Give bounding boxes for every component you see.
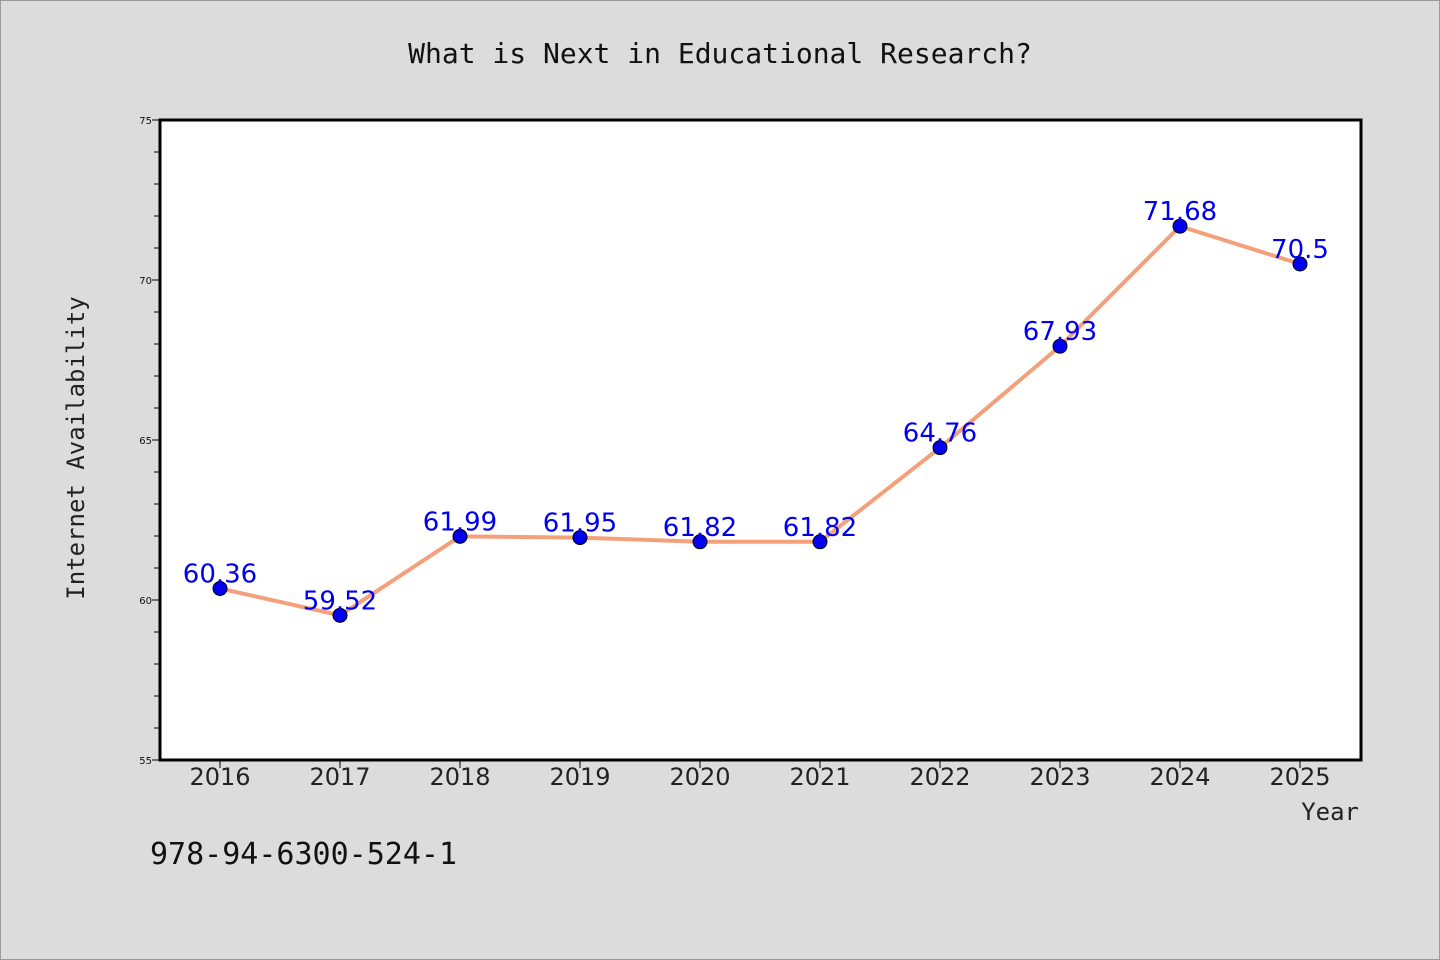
data-point [692, 534, 708, 550]
data-label-layer: 60.36 59.52 61.99 61.95 61.82 61.82 64.76 67.93… [183, 197, 1329, 616]
data-label: 70.5 [1271, 235, 1329, 265]
series-line [218, 224, 1302, 618]
plot-border [158, 118, 1363, 762]
x-tick-label: 2017 [309, 763, 370, 791]
y-tick-label: 65 [139, 436, 152, 447]
data-label: 61.99 [423, 507, 497, 537]
data-point [932, 440, 948, 456]
data-point [1052, 338, 1068, 354]
data-point [1172, 218, 1188, 234]
data-point [332, 607, 348, 623]
x-tick-label: 2024 [1149, 763, 1210, 791]
data-point [572, 530, 588, 546]
series-layer [212, 218, 1308, 623]
isbn-text: 978-94-6300-524-1 [150, 837, 457, 872]
data-label: 67.93 [1023, 317, 1097, 347]
y-axis-label: Internet Availability [62, 296, 90, 599]
y-tick-label: 60 [139, 596, 152, 607]
x-tick-label: 2023 [1029, 763, 1090, 791]
y-axis: 55 60 65 70 75 [139, 116, 160, 767]
x-tick-label: 2019 [549, 763, 610, 791]
data-label: 61.82 [783, 513, 857, 543]
chart-title: What is Next in Educational Research? [408, 37, 1032, 70]
data-point [452, 528, 468, 544]
x-tick-label: 2016 [189, 763, 250, 791]
data-label: 61.82 [663, 513, 737, 543]
x-tick-label: 2025 [1269, 763, 1330, 791]
data-point [212, 580, 228, 596]
x-axis: 2016 2017 2018 2019 2020 2021 2022 2023 2024 2025 [189, 760, 1331, 791]
data-point [1292, 256, 1308, 272]
data-label: 61.95 [543, 509, 617, 539]
y-tick-label: 55 [139, 756, 152, 767]
data-label: 71.68 [1143, 197, 1217, 227]
plot-area [160, 120, 1361, 760]
x-tick-label: 2022 [909, 763, 970, 791]
data-label: 59.52 [303, 586, 377, 616]
data-label: 64.76 [903, 419, 977, 449]
y-tick-label: 70 [139, 276, 152, 287]
x-tick-label: 2020 [669, 763, 730, 791]
x-tick-label: 2018 [429, 763, 490, 791]
data-point [812, 534, 828, 550]
y-tick-label: 75 [139, 116, 152, 127]
x-tick-label: 2021 [789, 763, 850, 791]
data-label: 60.36 [183, 559, 257, 589]
x-axis-label: Year [1301, 798, 1359, 826]
